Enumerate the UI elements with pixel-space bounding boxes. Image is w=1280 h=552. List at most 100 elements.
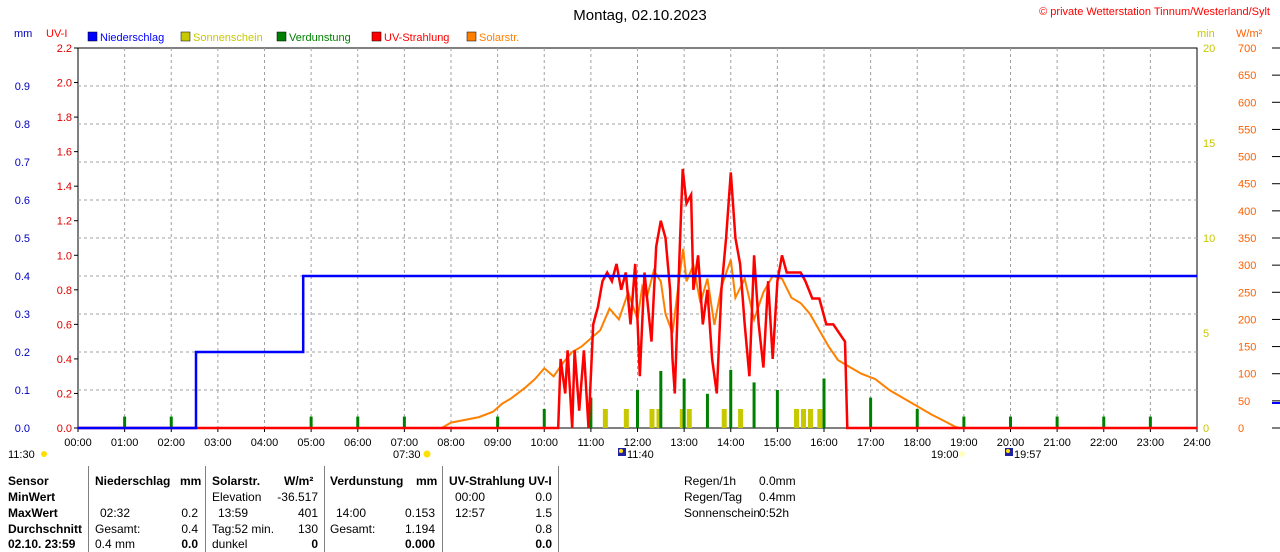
- wm2-tick-label: 50: [1238, 396, 1250, 408]
- x-tick-label: 05:00: [297, 437, 325, 449]
- x-tick-label: 12:00: [624, 437, 652, 449]
- sunshine-bar: [602, 409, 608, 428]
- wm2-tick-label: 350: [1238, 233, 1256, 245]
- copyright-text: © private Wetterstation Tinnum/Westerlan…: [1039, 6, 1270, 18]
- x-tick-label: 16:00: [810, 437, 838, 449]
- x-tick-label: 09:00: [484, 437, 512, 449]
- rain-max-value: 0.2: [181, 506, 198, 520]
- stats-divider: [205, 466, 206, 552]
- sunshine-bar: [649, 409, 655, 428]
- min-tick-label: 10: [1203, 233, 1215, 245]
- sensor-header: Sensor: [8, 474, 49, 488]
- noon-time: 11:40: [627, 449, 654, 461]
- mm-tick-label: 0.4: [15, 271, 30, 283]
- summary-rain-hour-value: 0.0mm: [759, 474, 796, 488]
- x-tick-label: 21:00: [1043, 437, 1071, 449]
- wm2-tick-label: 200: [1238, 314, 1256, 326]
- mm-tick-label: 0.7: [15, 157, 30, 169]
- wm2-tick-label: 700: [1238, 43, 1256, 55]
- rain-current-value: 0.0: [181, 537, 198, 551]
- wm2-tick-label: 400: [1238, 206, 1256, 218]
- wm2-tick-label: 100: [1238, 369, 1256, 381]
- mm-tick-label: 0.3: [15, 309, 30, 321]
- uv-tick-label: 0.4: [57, 354, 72, 366]
- summary-rain-hour-label: Regen/1h: [684, 474, 737, 488]
- wm2-tick-label: 650: [1238, 70, 1256, 82]
- rain-header: Niederschlag: [95, 474, 171, 488]
- uv-current-value: 0.0: [535, 537, 552, 551]
- mm-tick-label: 0.8: [15, 119, 30, 131]
- mm-tick-label: 0.5: [15, 233, 30, 245]
- summary-rain-day-value: 0.4mm: [759, 490, 796, 504]
- min-axis-unit: min: [1197, 28, 1215, 40]
- solar-elevation-label: Elevation: [212, 490, 262, 504]
- x-tick-label: 15:00: [764, 437, 792, 449]
- uv-tick-label: 2.0: [57, 78, 72, 90]
- uv-min-time: 00:00: [455, 490, 486, 504]
- x-tick-label: 23:00: [1137, 437, 1165, 449]
- min-tick-label: 0: [1203, 423, 1209, 435]
- mm-tick-label: 0.0: [15, 423, 30, 435]
- x-tick-label: 00:00: [64, 437, 92, 449]
- solar-max-value: 401: [297, 506, 318, 520]
- x-tick-label: 02:00: [157, 437, 185, 449]
- solar-header: Solarstr.: [212, 474, 261, 488]
- mm-tick-label: 0.2: [15, 347, 30, 359]
- x-tick-label: 03:00: [204, 437, 232, 449]
- sunshine-bar: [623, 409, 629, 428]
- wm2-tick-label: 550: [1238, 124, 1256, 136]
- rain-current-total: 0.4 mm: [95, 537, 136, 551]
- weather-chart: Montag, 02.10.2023 © private Wetterstati…: [8, 6, 1280, 461]
- stats-divider: [324, 466, 325, 552]
- moonset-time: 11:30: [8, 449, 35, 461]
- legend-label-3: UV-Strahlung: [384, 32, 449, 44]
- chart-title: Montag, 02.10.2023: [573, 7, 706, 24]
- mm-tick-label: 0.6: [15, 195, 30, 207]
- uv-tick-label: 1.6: [57, 147, 72, 159]
- x-tick-label: 11:00: [578, 437, 605, 449]
- summary-sunshine-label: Sonnenschein: [684, 506, 761, 520]
- sunrise-icon: [423, 450, 431, 458]
- evap-current-value: 0.000: [404, 537, 435, 551]
- moonrise-moon-icon: [1006, 449, 1010, 453]
- uv-max-time: 12:57: [455, 506, 486, 520]
- x-tick-label: 07:00: [391, 437, 419, 449]
- uv-tick-label: 1.2: [57, 216, 72, 228]
- legend-swatch-4: [466, 31, 477, 42]
- uv-tick-label: 2.2: [57, 43, 72, 55]
- wm2-tick-label: 500: [1238, 152, 1256, 164]
- min-tick-label: 5: [1203, 328, 1209, 340]
- sunshine-bar: [721, 409, 727, 428]
- legend-swatch-0: [87, 31, 98, 42]
- solar-current-label: dunkel: [212, 537, 248, 551]
- legend-swatch-1: [180, 31, 191, 42]
- wm2-tick-label: 0: [1238, 423, 1244, 435]
- noon-sun-icon: [619, 449, 623, 453]
- x-tick-label: 19:00: [950, 437, 978, 449]
- sunshine-bar: [817, 409, 823, 428]
- evap-avg-value: 1.194: [404, 522, 435, 536]
- sunset-time: 19:00: [931, 449, 959, 461]
- series-layer: [78, 168, 1197, 430]
- uv-line: [78, 168, 1197, 430]
- legend-label-0: Niederschlag: [100, 32, 164, 44]
- x-tick-label: 17:00: [857, 437, 885, 449]
- x-tick-label: 08:00: [437, 437, 465, 449]
- uv-axis-unit: UV-I: [46, 28, 67, 40]
- sunrise-time: 07:30: [393, 449, 421, 461]
- sunset-icon: [959, 451, 965, 457]
- x-tick-label: 14:00: [717, 437, 745, 449]
- legend-label-1: Sonnenschein: [193, 32, 263, 44]
- x-tick-label: 24:00: [1183, 437, 1211, 449]
- solar-avg-value: 130: [297, 522, 318, 536]
- evap-avg-label: Gesamt:: [330, 522, 376, 536]
- sunshine-bar: [794, 409, 800, 428]
- sunshine-bar: [801, 409, 807, 428]
- moonrise-time: 19:57: [1014, 449, 1042, 461]
- uv-header: UV-Strahlung UV-I: [449, 474, 552, 488]
- uv-tick-label: 0.6: [57, 319, 72, 331]
- legend-swatch-2: [276, 31, 287, 42]
- uv-tick-label: 1.8: [57, 112, 72, 124]
- axis-labels: 0.0 0.1 0.2 0.3 0.4 0.5 0.6 0.7 0.8 0.9 0.0 0.2 0.4 0…: [15, 43, 1280, 449]
- stats-divider: [442, 466, 443, 552]
